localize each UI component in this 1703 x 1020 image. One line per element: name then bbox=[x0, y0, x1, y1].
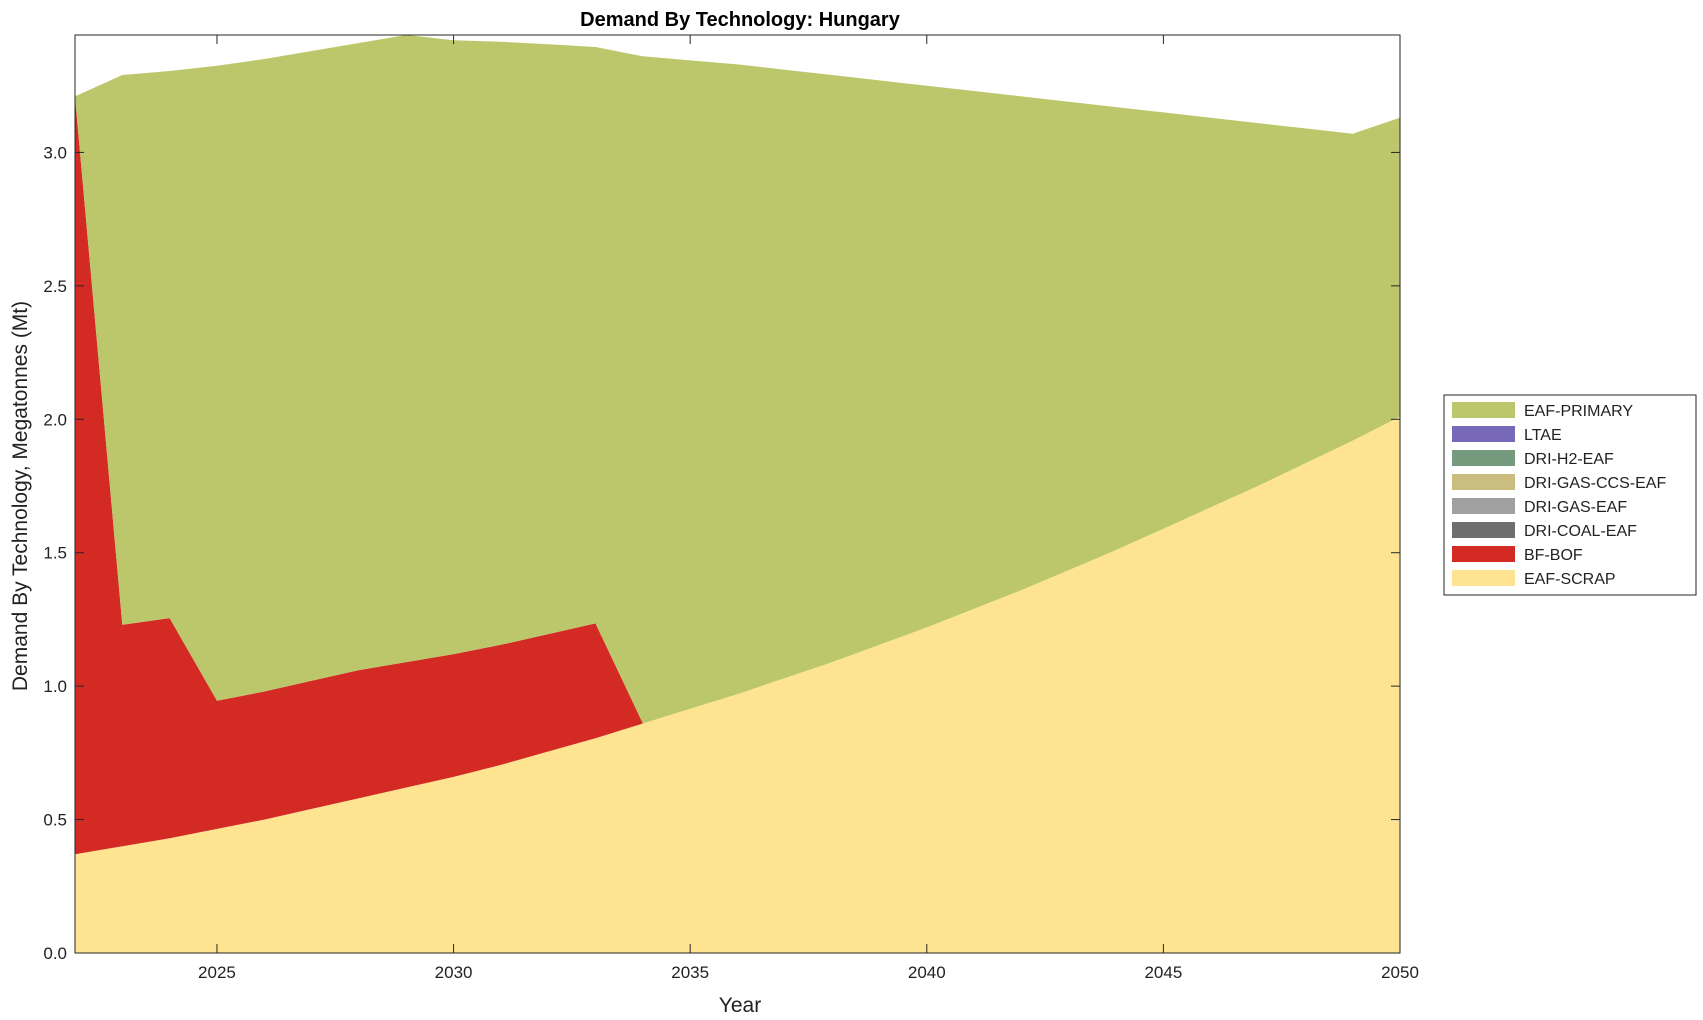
x-tick-label: 2050 bbox=[1381, 963, 1419, 982]
legend-label-ltae: LTAE bbox=[1524, 427, 1562, 444]
legend-swatch-dri-coal-eaf bbox=[1452, 522, 1515, 538]
x-tick-label: 2030 bbox=[435, 963, 473, 982]
legend-box bbox=[1443, 394, 1697, 596]
plot-frame bbox=[74, 34, 1401, 954]
area-bf-bof bbox=[75, 96, 1400, 855]
legend-label-eaf-scrap: EAF-SCRAP bbox=[1524, 571, 1616, 588]
legend-label-dri-gas-ccs-eaf: DRI-GAS-CCS-EAF bbox=[1524, 475, 1666, 492]
legend-swatch-dri-h2-eaf bbox=[1452, 450, 1515, 466]
legend-swatch-eaf-primary bbox=[1452, 402, 1515, 418]
x-tick-label: 2045 bbox=[1144, 963, 1182, 982]
legend-swatch-ltae bbox=[1452, 426, 1515, 442]
x-tick-label: 2035 bbox=[671, 963, 709, 982]
y-tick-label: 2.0 bbox=[43, 410, 67, 429]
chart-title: Demand By Technology: Hungary bbox=[580, 9, 901, 31]
legend-label-eaf-primary: EAF-PRIMARY bbox=[1524, 403, 1633, 420]
area-eaf-scrap bbox=[75, 416, 1400, 954]
area-eaf-primary bbox=[75, 35, 1400, 724]
x-axis-ticks: 2025 2030 2035 2040 2045 2050 bbox=[198, 35, 1419, 982]
y-tick-label: 1.5 bbox=[43, 544, 67, 563]
legend-swatch-eaf-scrap bbox=[1452, 570, 1515, 586]
legend-label-dri-gas-eaf: DRI-GAS-EAF bbox=[1524, 499, 1627, 516]
y-tick-label: 1.0 bbox=[43, 677, 67, 696]
y-tick-label: 0.5 bbox=[43, 811, 67, 830]
legend-swatch-dri-gas-eaf bbox=[1452, 498, 1515, 514]
legend-label-dri-coal-eaf: DRI-COAL-EAF bbox=[1524, 523, 1637, 540]
y-tick-label: 0.0 bbox=[43, 944, 67, 963]
area-series-group bbox=[75, 35, 1400, 954]
y-axis-ticks: 0.0 0.5 1.0 1.5 2.0 2.5 3.0 bbox=[43, 143, 1400, 963]
legend-label-dri-h2-eaf: DRI-H2-EAF bbox=[1524, 451, 1614, 468]
legend: EAF-PRIMARY LTAE DRI-H2-EAF DRI-GAS-CCS-EAF… bbox=[1443, 394, 1697, 596]
legend-swatch-bf-bof bbox=[1452, 546, 1515, 562]
legend-swatch-dri-gas-ccs-eaf bbox=[1452, 474, 1515, 490]
y-tick-label: 3.0 bbox=[43, 143, 67, 162]
y-tick-label: 2.5 bbox=[43, 277, 67, 296]
x-tick-label: 2040 bbox=[908, 963, 946, 982]
legend-label-bf-bof: BF-BOF bbox=[1524, 547, 1583, 564]
y-axis-label: Demand By Technology, Megatonnes (Mt) bbox=[9, 301, 32, 691]
x-tick-label: 2025 bbox=[198, 963, 236, 982]
x-axis-label: Year bbox=[719, 994, 761, 1017]
